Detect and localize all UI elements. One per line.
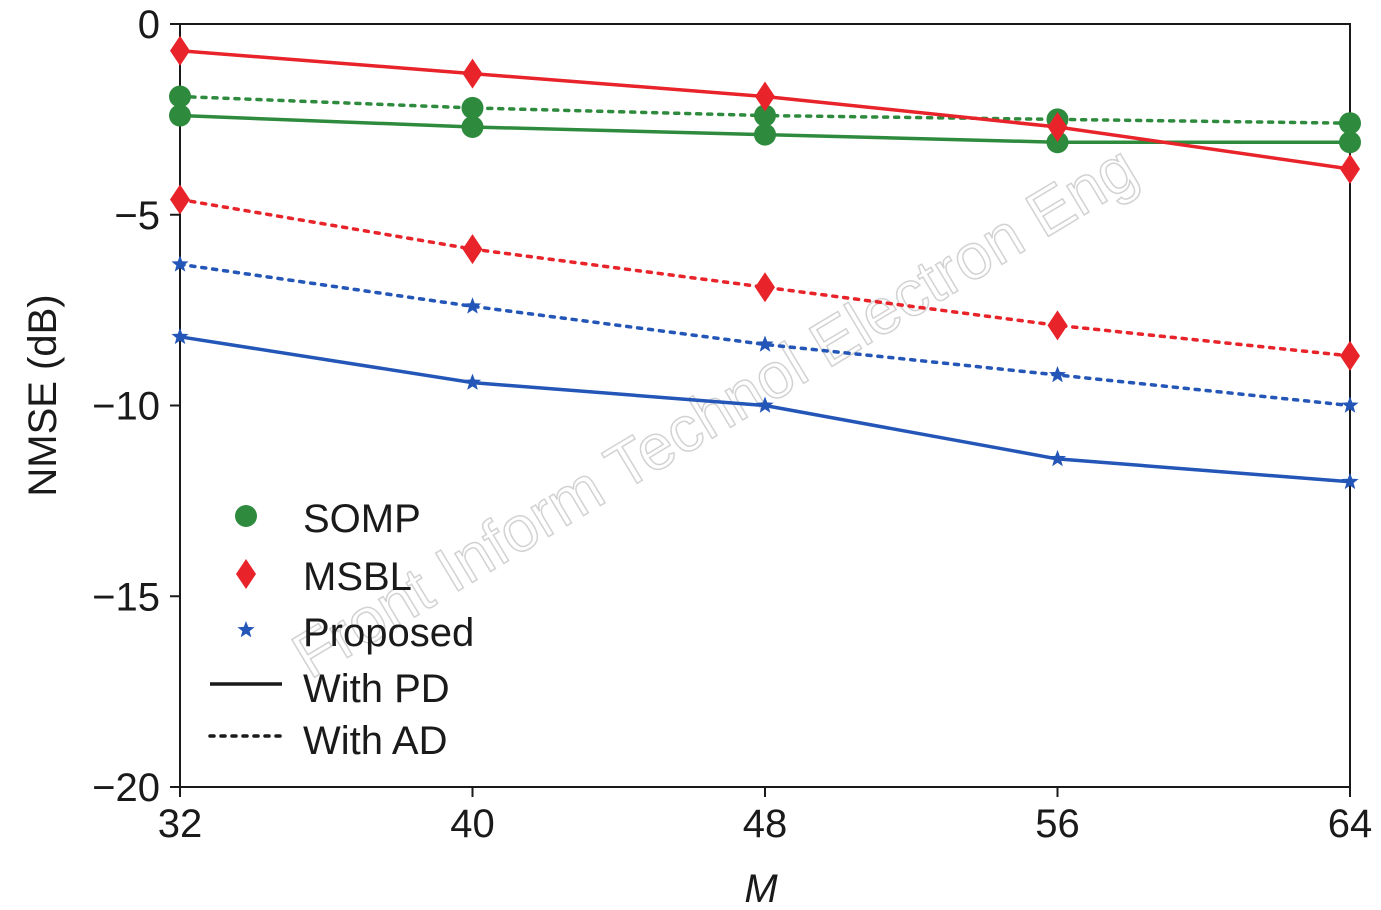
y-tick-label-0: 0	[138, 3, 160, 47]
data-point-msbl-solid-48	[755, 81, 775, 112]
data-point-proposed-solid-32	[171, 327, 189, 345]
data-point-proposed-dotted-32	[171, 255, 189, 272]
series-layer	[169, 35, 1361, 490]
axes-layer: 32 40 48 56 64 0 −5 −10 −15 −20 M NMSE (dB)	[21, 3, 1372, 910]
x-tick-label-64: 64	[1328, 802, 1373, 846]
data-point-msbl-solid-32	[170, 35, 190, 66]
data-point-proposed-dotted-48	[756, 335, 774, 352]
watermark-text: Front Inform Technol Electron Eng	[280, 131, 1149, 692]
data-point-msbl-solid-64	[1340, 153, 1360, 184]
data-point-somp-solid-48	[754, 123, 776, 146]
legend-item-somp: SOMP	[235, 497, 421, 541]
data-point-somp-solid-56	[1046, 131, 1069, 154]
series-proposed-dotted	[171, 255, 1359, 413]
legend-marker-proposed	[237, 621, 255, 638]
series-msbl-dotted	[170, 184, 1360, 371]
data-point-proposed-solid-40	[463, 373, 482, 390]
x-tick-label-48: 48	[743, 802, 788, 846]
data-point-msbl-dotted-64	[1340, 340, 1360, 371]
legend: SOMP MSBL Proposed With PD With AD	[208, 497, 474, 763]
data-point-proposed-solid-64	[1341, 472, 1359, 490]
legend-item-with-pd: With PD	[210, 667, 450, 711]
data-point-msbl-dotted-48	[755, 272, 775, 303]
legend-label: MSBL	[303, 555, 412, 599]
data-point-msbl-dotted-56	[1047, 310, 1068, 341]
x-tick-label-32: 32	[158, 802, 203, 846]
data-point-msbl-dotted-40	[462, 234, 483, 265]
series-line-msbl-dotted	[178, 197, 1352, 358]
y-tick-label-4: −20	[92, 766, 160, 810]
data-point-proposed-dotted-56	[1048, 365, 1067, 383]
legend-item-msbl: MSBL	[236, 555, 412, 599]
data-point-somp-dotted-40	[461, 96, 484, 119]
data-point-somp-solid-32	[169, 104, 191, 127]
y-tick-label-3: −15	[92, 575, 160, 619]
series-proposed-solid	[171, 327, 1359, 490]
data-point-proposed-dotted-40	[463, 297, 482, 314]
legend-item-proposed: Proposed	[237, 611, 474, 655]
y-tick-label-2: −10	[92, 385, 160, 429]
legend-label: Proposed	[303, 611, 474, 655]
x-tick-label-56: 56	[1035, 802, 1080, 846]
series-msbl-solid	[170, 35, 1360, 184]
data-point-somp-solid-40	[461, 116, 484, 139]
legend-marker-somp	[235, 505, 257, 527]
data-point-somp-dotted-32	[169, 85, 191, 108]
data-point-somp-dotted-48	[754, 104, 776, 127]
data-point-msbl-solid-40	[462, 58, 483, 89]
y-axis-label: NMSE (dB)	[21, 294, 65, 496]
data-point-msbl-solid-56	[1047, 112, 1068, 143]
x-tick-label-40: 40	[450, 802, 495, 846]
data-point-somp-solid-64	[1339, 131, 1361, 154]
y-tick-label-1: −5	[114, 194, 160, 238]
legend-label: SOMP	[303, 497, 421, 541]
legend-label: With PD	[303, 667, 450, 711]
legend-marker-msbl	[236, 559, 256, 589]
x-axis-label: M	[744, 867, 778, 910]
legend-label: With AD	[303, 719, 447, 763]
data-point-msbl-dotted-32	[170, 184, 190, 215]
data-point-proposed-dotted-64	[1341, 396, 1359, 413]
data-point-somp-dotted-64	[1339, 112, 1361, 135]
data-point-proposed-solid-56	[1048, 449, 1067, 467]
series-line-proposed-dotted	[178, 262, 1352, 408]
data-point-proposed-solid-48	[756, 396, 774, 413]
legend-item-with-ad: With AD	[208, 719, 447, 763]
watermark-layer: Front Inform Technol Electron Eng	[279, 130, 1149, 693]
